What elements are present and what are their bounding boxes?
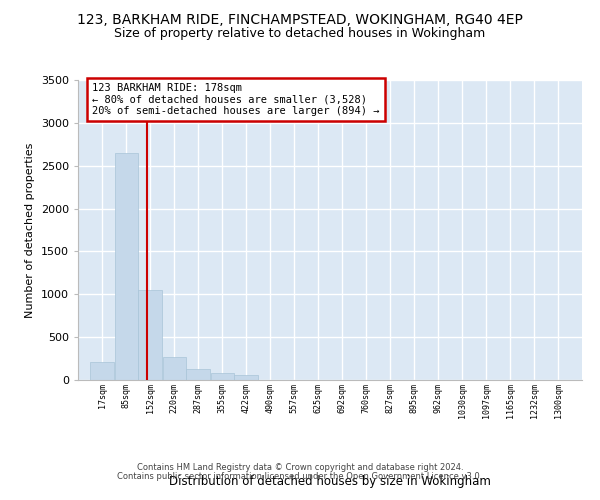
Text: 123 BARKHAM RIDE: 178sqm
← 80% of detached houses are smaller (3,528)
20% of sem: 123 BARKHAM RIDE: 178sqm ← 80% of detach… [92, 83, 379, 116]
Text: Size of property relative to detached houses in Wokingham: Size of property relative to detached ho… [115, 28, 485, 40]
Y-axis label: Number of detached properties: Number of detached properties [25, 142, 35, 318]
Bar [211, 374, 234, 380]
Text: Distribution of detached houses by size in Wokingham: Distribution of detached houses by size … [169, 474, 491, 488]
Bar [91, 362, 114, 380]
Text: Contains public sector information licensed under the Open Government Licence v3: Contains public sector information licen… [118, 472, 482, 481]
Bar [139, 290, 162, 380]
Bar [115, 153, 138, 380]
Bar [235, 376, 258, 380]
Text: Contains HM Land Registry data © Crown copyright and database right 2024.: Contains HM Land Registry data © Crown c… [137, 464, 463, 472]
Bar [163, 357, 186, 380]
Bar [187, 369, 210, 380]
Text: 123, BARKHAM RIDE, FINCHAMPSTEAD, WOKINGHAM, RG40 4EP: 123, BARKHAM RIDE, FINCHAMPSTEAD, WOKING… [77, 12, 523, 26]
